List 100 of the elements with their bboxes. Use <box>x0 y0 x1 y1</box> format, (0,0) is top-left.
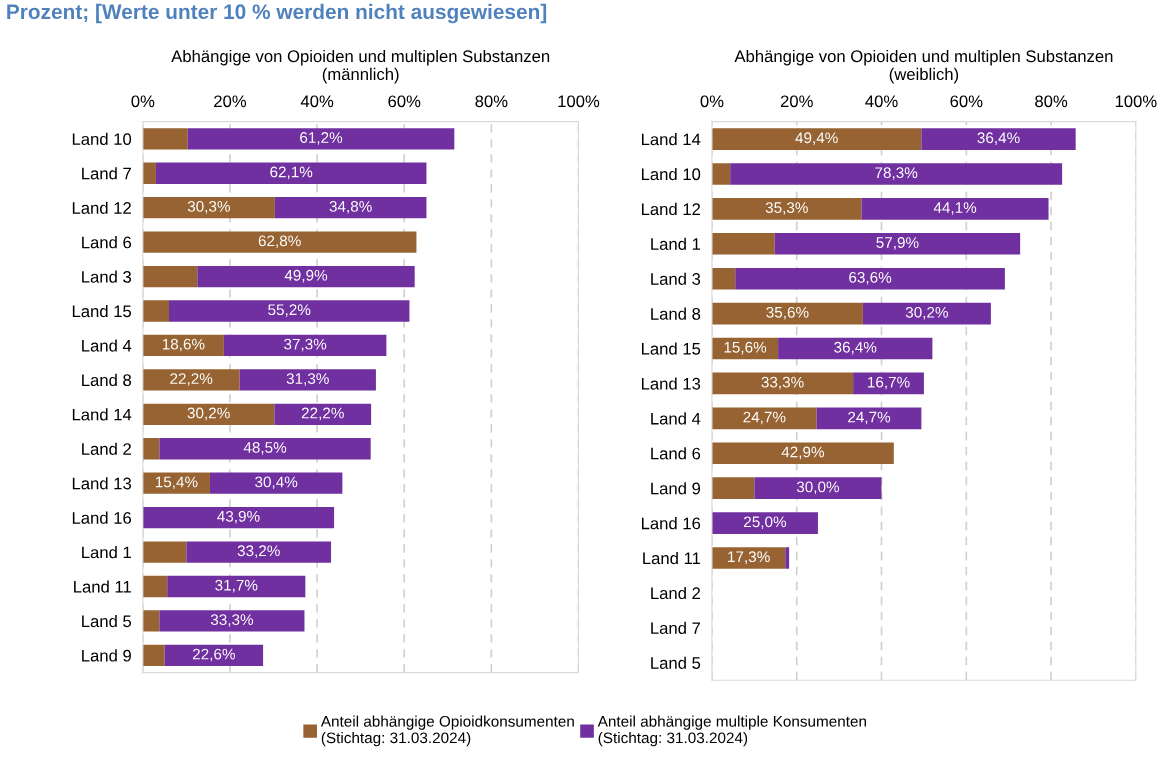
y-tick-label: Land 14 <box>72 408 132 421</box>
data-label: 62,8% <box>258 235 301 249</box>
bar <box>861 198 1049 220</box>
bar <box>142 575 168 598</box>
data-label: 18,6% <box>162 338 205 352</box>
y-tick-label: Land 1 <box>82 546 131 559</box>
y-tick-label: Land 14 <box>641 133 701 146</box>
bar <box>711 267 736 290</box>
bar <box>711 232 775 255</box>
data-label: 33,2% <box>237 545 280 558</box>
bar <box>142 369 240 391</box>
data-label: 30,2% <box>187 407 230 421</box>
data-label: 55,2% <box>268 304 311 317</box>
data-label: 17,3% <box>728 551 770 564</box>
data-label: 49,9% <box>284 269 328 283</box>
bar <box>142 644 165 667</box>
bar <box>142 231 417 253</box>
data-label: 35,6% <box>766 306 809 320</box>
x-tick-label: 40% <box>300 95 334 108</box>
data-label: 63,6% <box>849 271 892 285</box>
y-tick-label: Land 16 <box>641 517 701 530</box>
y-tick-label: Land 1 <box>651 237 701 250</box>
text: Prozent; [Werte unter 10 % werden nicht ausgewiesen] <box>7 3 547 24</box>
x-tick-label: 60% <box>388 95 421 108</box>
y-tick-label: Land 8 <box>651 307 701 320</box>
y-tick-label: Land 6 <box>82 236 132 249</box>
x-tick-label: 80% <box>1035 95 1068 108</box>
bar <box>142 162 156 184</box>
bar <box>711 128 922 150</box>
y-tick-label: Land 2 <box>651 586 701 600</box>
x-tick-label: 20% <box>214 95 247 108</box>
bar <box>186 541 332 563</box>
data-label: 44,1% <box>933 202 977 215</box>
bar <box>711 477 755 499</box>
data-label: 22,2% <box>170 373 213 386</box>
bar <box>169 300 410 322</box>
y-tick-label: Land 7 <box>82 167 131 180</box>
y-tick-label: Land 11 <box>643 551 701 565</box>
bar <box>274 403 372 425</box>
bar <box>711 407 817 430</box>
y-tick-label: Land 5 <box>82 614 132 628</box>
data-label: 22,2% <box>301 407 344 421</box>
bar <box>142 128 188 150</box>
chart-title: Abhängige von Opioiden und multiplen Substanzen (weiblich) <box>734 49 1113 84</box>
x-tick-label: 40% <box>865 95 898 108</box>
x-tick-label: 100% <box>558 95 600 108</box>
x-tick-label: 80% <box>475 95 508 108</box>
data-label: 61,2% <box>300 132 343 145</box>
y-tick-label: Land 12 <box>72 201 131 214</box>
data-label: 49,4% <box>795 132 838 145</box>
data-label: 22,6% <box>192 648 235 662</box>
data-label: 36,4% <box>977 132 1020 145</box>
bar <box>142 197 275 219</box>
y-tick-label: Land 6 <box>651 447 701 460</box>
data-label: 30,3% <box>187 200 230 214</box>
data-label: 16,7% <box>868 376 910 390</box>
data-label: 33,3% <box>761 376 804 390</box>
bar <box>164 644 264 667</box>
data-label: 33,3% <box>210 614 254 627</box>
bar <box>167 575 306 598</box>
y-tick-label: Land 4 <box>82 339 132 352</box>
bar <box>711 163 731 185</box>
bar <box>785 547 790 569</box>
bar <box>711 198 862 220</box>
y-tick-label: Land 15 <box>72 304 132 318</box>
x-tick-label: 100% <box>1115 95 1157 108</box>
data-label: 31,7% <box>215 579 258 593</box>
bar <box>735 267 1005 290</box>
y-tick-label: Land 10 <box>641 167 701 181</box>
bar <box>862 302 991 325</box>
bar <box>853 372 924 395</box>
bar <box>774 232 1021 255</box>
y-tick-label: Land 16 <box>72 511 132 524</box>
bar <box>711 372 854 395</box>
bar <box>223 334 387 357</box>
data-label: 15,4% <box>155 476 198 490</box>
bar <box>730 163 1063 185</box>
bar <box>239 369 376 391</box>
data-label: 30,2% <box>905 306 948 320</box>
x-tick-label: 0% <box>131 95 155 108</box>
bar <box>711 302 863 325</box>
bar <box>159 438 371 460</box>
bar <box>711 512 818 534</box>
y-tick-label: Land 8 <box>82 373 132 387</box>
bar <box>142 403 275 425</box>
bar <box>921 128 1076 150</box>
data-label: 30,0% <box>796 481 840 495</box>
bar <box>711 442 894 465</box>
legend-label: Anteil abhängige multiple Konsumenten (Stichtag: 31.03.2024) <box>597 715 866 747</box>
data-label: 43,9% <box>217 510 260 524</box>
data-label: 24,7% <box>848 411 891 425</box>
bar <box>197 265 415 288</box>
y-tick-label: Land 4 <box>651 412 701 425</box>
bar <box>711 547 786 569</box>
data-label: 15,6% <box>724 341 767 355</box>
bar <box>155 162 427 184</box>
bar <box>142 506 335 529</box>
data-label: 34,8% <box>329 200 372 214</box>
bar <box>187 128 455 150</box>
data-label: 35,3% <box>765 202 808 215</box>
